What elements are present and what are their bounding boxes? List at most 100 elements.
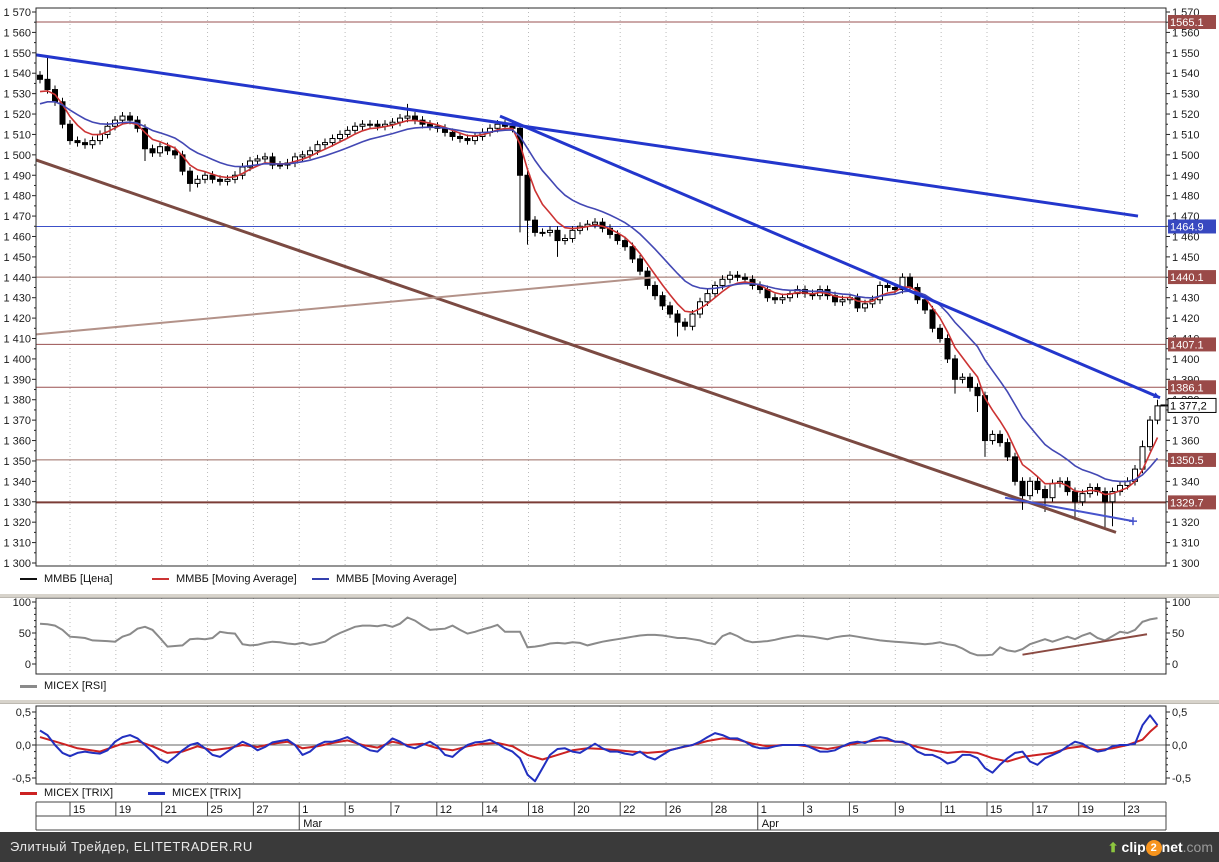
brand-text: Элитный Трейдер, ELITETRADER.RU [10,839,253,854]
price-label-badge [1168,380,1216,395]
trix-legend: MICEX [TRIX] MICEX [TRIX] [0,784,1166,806]
candle-body [404,115,411,119]
price-label-badge-text: 1 377,2 [1170,400,1207,412]
candle-body [209,174,216,180]
ma-red-swatch [152,578,169,581]
price-axis-label: 1 410 [3,334,31,346]
trendline-arrowhead [1153,392,1160,399]
up-arrow-icon: ⬆ [1107,840,1119,855]
price-label-badge-text: 1565.1 [1170,17,1204,29]
price-axis-label: 1 360 [1172,436,1200,448]
price-axis-label: 1 560 [3,27,31,39]
candle-body [1147,419,1153,448]
price-panel-border [35,7,1167,567]
candle-body [1019,480,1026,497]
date-cell-label: 1 [302,804,308,816]
price-axis-label: 1 340 [1172,476,1200,488]
candle-body [592,221,598,225]
trix-axis-label: -0,5 [1172,773,1191,785]
candles [37,56,1161,529]
legend-label: MICEX [TRIX] [172,787,242,799]
candle-body [329,138,336,144]
candle-body [322,142,328,146]
candle-body [127,115,133,121]
price-axis-label: 1 300 [1172,558,1200,570]
candle-body [1072,491,1078,503]
date-cell-label: 27 [256,804,268,816]
candle-body [547,229,553,233]
price-axis-label: 1 490 [1172,170,1200,182]
candle-body [629,246,636,260]
candle-body [524,174,531,221]
trix-axis-label: 0,0 [1172,740,1187,752]
candle-body [899,276,906,291]
price-axis-label: 1 530 [1172,89,1200,101]
candle-body [472,135,478,142]
candle-body [974,386,981,397]
price-axis-label: 1 350 [3,456,31,468]
rsi-axis-label: 0 [1172,659,1178,671]
logo-two-badge: 2 [1145,840,1162,856]
month-label: Apr [762,818,779,830]
date-cell-label: 11 [944,804,955,816]
price-axis-label: 1 480 [1172,191,1200,203]
candle-body [667,305,673,315]
price-axis-label: 1 420 [3,313,31,325]
footer-bar: Элитный Трейдер, ELITETRADER.RU ⬆ clip 2 ne… [0,832,1219,862]
price-axis-label: 1 500 [1172,150,1200,162]
candle-body [494,123,501,129]
rsi-line-swatch [20,684,37,688]
price-axis-label: 1 310 [1172,538,1200,550]
price-axis-label: 1 430 [3,293,31,305]
date-cell-label: 1 [761,804,767,816]
date-cell-label: 5 [852,804,858,816]
candle-body [839,299,846,303]
price-axis-label: 1 320 [3,517,31,529]
candle-body [659,295,666,307]
legend-item-ma-red: ММВБ [Moving Average] [152,573,297,585]
date-cell-label: 19 [119,804,131,816]
candle-body [194,178,201,184]
price-axis-label: 1 550 [1172,48,1200,60]
candle-body [164,146,171,152]
candle-body [562,238,568,242]
candle-body [1102,491,1108,503]
price-line-swatch [20,578,37,581]
trendline [499,114,1161,400]
panel-separator [0,700,1219,704]
candle-body [59,101,66,125]
candle-body [704,293,711,303]
candle-body [652,284,658,297]
price-axis-label: 1 330 [3,497,31,509]
legend-item-price: ММВБ [Цена] [20,573,113,585]
trix-panel-border [35,705,1167,785]
price-label-badge [1167,397,1217,413]
candle-body [772,297,778,301]
date-cell-label: 20 [577,804,589,816]
legend-label: MICEX [TRIX] [44,787,114,799]
price-axis-label: 1 440 [3,272,31,284]
price-axis-label: 1 520 [1172,109,1200,121]
candle-body [967,376,973,388]
price-axis-label: 1 490 [3,170,31,182]
candle-body [997,433,1003,444]
legend-item-trix-blue: MICEX [TRIX] [148,787,241,799]
price-axis-label: 1 380 [3,395,31,407]
legend-item-rsi: MICEX [RSI] [20,680,106,692]
candle-body [1012,456,1018,482]
candle-body [1034,480,1041,491]
clip2net-logo[interactable]: ⬆ clip 2 net.com [1108,832,1213,862]
candle-body [727,274,733,280]
price-label-badge [1168,495,1216,510]
candle-body [937,327,943,340]
date-cell-label: 14 [486,804,498,816]
trix-axis-label: 0,5 [16,707,31,719]
rsi-axis-label: 0 [25,659,31,671]
logo-net: net [1161,839,1183,855]
trix-blue-swatch [148,791,165,795]
date-cell-label: 15 [990,804,1002,816]
price-axis-label: 1 310 [3,538,31,550]
candle-body [944,338,951,360]
price-axis-label: 1 450 [3,252,31,264]
